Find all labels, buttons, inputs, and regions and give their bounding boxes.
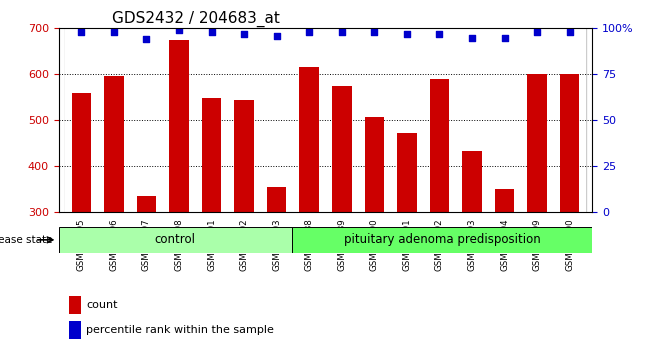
Text: percentile rank within the sample: percentile rank within the sample xyxy=(87,325,274,335)
Bar xyxy=(98,28,130,212)
Bar xyxy=(397,133,417,212)
Bar xyxy=(423,28,456,212)
Point xyxy=(141,36,152,42)
Bar xyxy=(169,40,189,212)
Bar xyxy=(462,151,482,212)
Point xyxy=(499,35,510,40)
Bar xyxy=(358,28,391,212)
Point xyxy=(206,29,217,35)
Bar xyxy=(202,98,221,212)
Bar xyxy=(332,86,352,212)
Text: pituitary adenoma predisposition: pituitary adenoma predisposition xyxy=(344,233,540,246)
Point xyxy=(532,29,542,35)
Text: control: control xyxy=(155,233,196,246)
Bar xyxy=(326,28,358,212)
Text: GDS2432 / 204683_at: GDS2432 / 204683_at xyxy=(112,11,280,27)
Bar xyxy=(65,28,98,212)
Bar xyxy=(267,187,286,212)
Point xyxy=(109,29,119,35)
Point xyxy=(337,29,347,35)
Bar xyxy=(553,28,586,212)
Point xyxy=(369,29,380,35)
Point xyxy=(239,31,249,37)
Bar xyxy=(104,76,124,212)
Bar xyxy=(228,28,260,212)
Point xyxy=(271,33,282,39)
Bar xyxy=(560,74,579,212)
Bar xyxy=(430,79,449,212)
Bar xyxy=(260,28,293,212)
Bar xyxy=(553,28,586,212)
Bar xyxy=(488,28,521,212)
Bar xyxy=(391,28,423,212)
Bar xyxy=(72,93,91,212)
Text: disease state: disease state xyxy=(0,235,52,245)
Bar xyxy=(195,28,228,212)
Point xyxy=(174,27,184,33)
Bar xyxy=(456,28,488,212)
Bar xyxy=(130,28,163,212)
Bar xyxy=(98,28,130,212)
Bar xyxy=(365,117,384,212)
Bar xyxy=(299,67,319,212)
Bar xyxy=(527,74,547,212)
Text: count: count xyxy=(87,300,118,310)
Bar xyxy=(69,321,81,339)
Bar xyxy=(69,296,81,314)
FancyBboxPatch shape xyxy=(292,227,592,253)
Bar xyxy=(293,28,326,212)
Point xyxy=(304,29,314,35)
Bar xyxy=(234,100,254,212)
Bar xyxy=(358,28,391,212)
Bar xyxy=(195,28,228,212)
Point xyxy=(564,29,575,35)
Bar xyxy=(326,28,358,212)
FancyBboxPatch shape xyxy=(59,227,292,253)
Bar xyxy=(65,28,98,212)
Bar xyxy=(260,28,293,212)
Point xyxy=(402,31,412,37)
Bar xyxy=(293,28,326,212)
Point xyxy=(467,35,477,40)
Point xyxy=(76,29,87,35)
Bar xyxy=(495,189,514,212)
Bar xyxy=(137,196,156,212)
Bar xyxy=(391,28,423,212)
Bar xyxy=(521,28,553,212)
Point xyxy=(434,31,445,37)
Bar xyxy=(423,28,456,212)
Bar xyxy=(488,28,521,212)
Bar xyxy=(163,28,195,212)
Bar xyxy=(456,28,488,212)
Bar xyxy=(163,28,195,212)
Bar xyxy=(228,28,260,212)
Bar xyxy=(130,28,163,212)
Bar xyxy=(521,28,553,212)
